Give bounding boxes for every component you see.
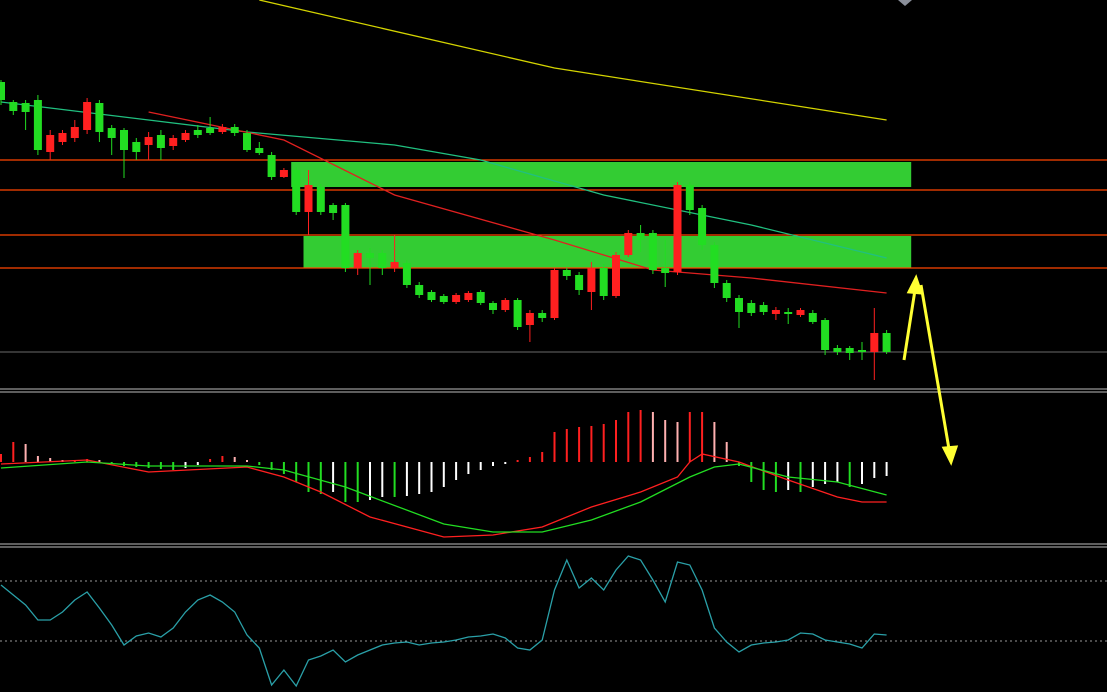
- support-zone: [291, 162, 912, 187]
- candle-body: [661, 268, 670, 273]
- candle-body: [95, 103, 104, 132]
- candle-body: [0, 82, 5, 100]
- indicator-line: [0, 555, 887, 688]
- candle-body: [181, 133, 190, 140]
- candle-body: [329, 205, 338, 213]
- candle-body: [685, 185, 694, 210]
- candle-body: [771, 310, 780, 314]
- candle-body: [304, 185, 313, 212]
- arrow-down: [919, 284, 951, 450]
- candle-body: [796, 310, 805, 315]
- candle-body: [83, 102, 92, 130]
- candle-body: [722, 283, 731, 298]
- candle-body: [279, 170, 288, 177]
- candle-body: [612, 255, 620, 296]
- candle-body: [46, 135, 55, 152]
- candle-body: [624, 233, 633, 255]
- candle-body: [402, 263, 411, 285]
- arrow-head: [941, 445, 959, 466]
- candle-body: [550, 270, 559, 318]
- candle-body: [464, 293, 473, 300]
- candle-body: [562, 270, 571, 276]
- annotation-arrows: [902, 274, 959, 466]
- candle-body: [169, 138, 178, 146]
- candle-body: [759, 305, 768, 312]
- candle-body: [341, 205, 350, 268]
- candle-body: [353, 253, 362, 268]
- candle-body: [833, 348, 842, 352]
- candle-body: [120, 130, 128, 150]
- candle-body: [636, 233, 645, 240]
- candle-body: [144, 137, 153, 145]
- candle-body: [870, 333, 879, 352]
- candle-body: [267, 155, 276, 177]
- support-zone: [303, 236, 912, 268]
- candle-body: [21, 103, 30, 112]
- candle-body: [538, 313, 547, 318]
- candle-body: [698, 208, 707, 245]
- candle-body: [230, 127, 239, 133]
- candle-body: [292, 170, 301, 212]
- candle-body: [489, 303, 497, 310]
- candle-body: [427, 292, 436, 300]
- candle-body: [58, 133, 67, 142]
- candle-body: [390, 262, 399, 268]
- candle-body: [747, 303, 756, 313]
- candle-body: [858, 350, 866, 352]
- indicator-line: [259, 0, 887, 121]
- candle-body: [452, 295, 461, 302]
- candle-body: [107, 128, 116, 138]
- candle-body: [243, 133, 251, 150]
- candle-body: [575, 275, 584, 290]
- candle-body: [501, 300, 510, 310]
- candle-body: [845, 348, 854, 353]
- scroll-marker: [898, 0, 912, 6]
- arrow-up: [902, 289, 917, 361]
- candle-body: [439, 296, 448, 302]
- indicator-line: [148, 111, 887, 294]
- candle-body: [132, 142, 141, 152]
- candle-body: [808, 313, 817, 322]
- candle-body: [415, 285, 424, 295]
- candle-body: [206, 128, 215, 133]
- candle-body: [9, 102, 18, 111]
- candle-body: [366, 253, 374, 258]
- candle-body: [70, 127, 79, 138]
- candle-body: [33, 100, 42, 150]
- candle-body: [476, 292, 485, 303]
- candle-body: [316, 187, 325, 212]
- candle-body: [156, 135, 165, 148]
- candle-body: [255, 148, 264, 153]
- candle-body: [673, 185, 682, 272]
- candle-body: [735, 298, 743, 312]
- candle-body: [882, 333, 891, 352]
- arrow-head: [906, 274, 924, 295]
- indicator-line: [0, 453, 887, 538]
- candle-body: [821, 320, 830, 350]
- candle-body: [648, 233, 657, 270]
- indicator-line: [0, 461, 887, 533]
- candle-body: [513, 300, 522, 327]
- candle-body: [218, 127, 227, 132]
- candle-body: [784, 312, 793, 314]
- candle-body: [378, 253, 387, 268]
- candle-body: [710, 245, 719, 283]
- candle-body: [587, 268, 596, 292]
- candle-body: [599, 268, 608, 296]
- candle-body: [525, 313, 534, 325]
- candle-body: [193, 130, 202, 135]
